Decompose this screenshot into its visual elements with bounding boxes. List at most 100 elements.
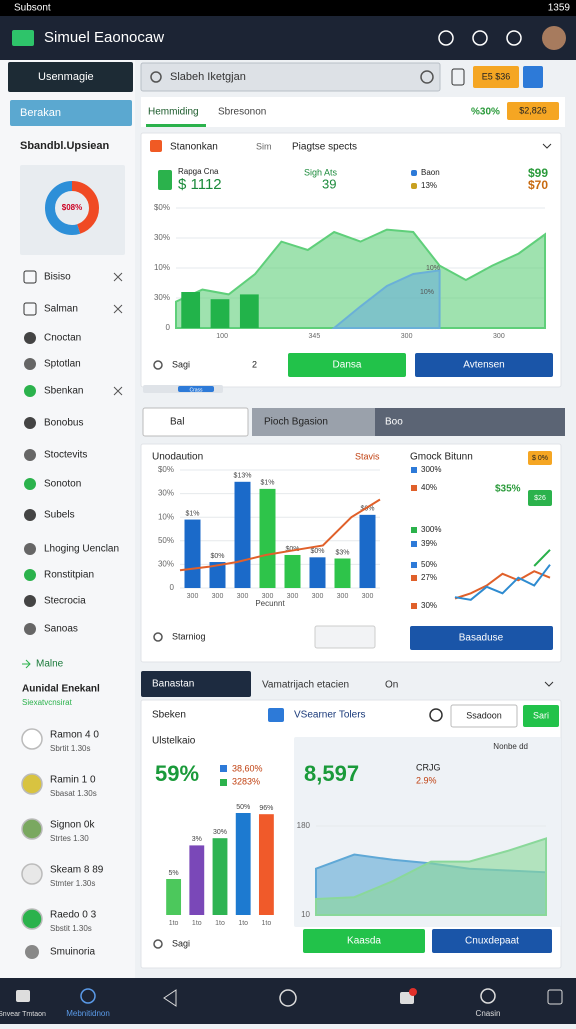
label: Bal <box>170 417 184 428</box>
person-name[interactable]: Skeam 8 89 <box>50 865 104 876</box>
person-name[interactable]: Raedo 0 3 <box>50 910 97 921</box>
x-tick-label: 300 <box>187 593 199 600</box>
nav-item[interactable]: Bonobus <box>44 418 83 429</box>
toolbar-icon[interactable] <box>472 30 488 46</box>
label: Pioch Bgasion <box>264 417 328 428</box>
close-icon[interactable] <box>113 386 123 396</box>
nav-item[interactable]: Salman <box>44 304 78 315</box>
pager[interactable] <box>314 625 376 649</box>
badge-button[interactable] <box>473 66 519 88</box>
x-tick-label: 300 <box>362 593 374 600</box>
data-label: 50% <box>236 804 250 811</box>
nav-item[interactable]: Sonoton <box>44 479 81 490</box>
donut-card <box>20 165 125 255</box>
avatar[interactable] <box>542 26 566 50</box>
y-tick-label: 30% <box>154 233 170 242</box>
person-avatar <box>21 773 43 795</box>
nav-item[interactable]: Sptotlan <box>44 359 81 370</box>
y-tick-label: $0% <box>154 203 170 212</box>
person-name[interactable]: Signon 0k <box>50 820 95 831</box>
nav-item[interactable]: Subels <box>44 510 75 521</box>
nav-item[interactable]: Sbenkan <box>44 386 83 397</box>
nav-item[interactable]: Sanoas <box>44 624 78 635</box>
nav-home[interactable] <box>279 989 297 1007</box>
filter-button[interactable] <box>523 66 543 88</box>
x-tick-label: 300 <box>401 333 413 340</box>
label: Rapga Cna <box>178 167 219 176</box>
close-icon[interactable] <box>113 304 123 314</box>
label: $08% <box>62 203 82 212</box>
label: 50% <box>421 560 437 569</box>
link[interactable]: VSearner Tolers <box>294 710 366 721</box>
nav-item[interactable]: Lhoging Uenclan <box>44 544 119 555</box>
label: 13% <box>421 181 437 190</box>
label: CRJG <box>416 762 441 772</box>
link[interactable]: Stavis <box>355 451 380 461</box>
primary-button[interactable] <box>415 353 553 377</box>
x-tick-label: 1to <box>238 920 248 927</box>
tab[interactable] <box>141 671 251 697</box>
toolbar-icon[interactable] <box>438 30 454 46</box>
nav-icon[interactable] <box>480 988 496 1004</box>
nav-item[interactable]: Bisiso <box>44 272 71 283</box>
bar <box>212 838 228 915</box>
person-name[interactable]: Ramin 1 0 <box>50 775 96 786</box>
menu-icon[interactable] <box>12 30 34 46</box>
data-label: $13% <box>234 473 252 480</box>
tab[interactable]: Hemmiding <box>148 107 199 118</box>
slider-thumb <box>178 386 214 392</box>
item-icon <box>24 385 36 397</box>
area <box>175 228 546 329</box>
nav-back[interactable] <box>163 989 177 1007</box>
bar <box>184 519 201 588</box>
label: Crass <box>189 387 203 393</box>
person-name[interactable]: Ramon 4 0 <box>50 730 99 741</box>
toolbar-icon[interactable] <box>506 30 522 46</box>
tab[interactable] <box>375 408 565 436</box>
tab[interactable] <box>252 408 375 436</box>
search-icon <box>150 71 162 83</box>
item-icon <box>24 332 36 344</box>
label: Stmter 1.30s <box>50 879 95 888</box>
nav-item[interactable]: Ronstitpian <box>44 570 94 581</box>
label: On <box>385 680 398 691</box>
nav-item[interactable]: Stecrocia <box>44 596 86 607</box>
primary-button[interactable] <box>303 929 425 953</box>
line <box>454 570 551 600</box>
person-avatar <box>21 818 43 840</box>
search-box[interactable] <box>140 62 441 92</box>
chevron[interactable] <box>544 681 554 687</box>
label: Sbandbl.Upsiean <box>20 140 110 152</box>
nav-item[interactable]: Smuinoria <box>50 947 95 958</box>
label: Stanonkan <box>170 142 218 153</box>
label: Siexatvcnsirat <box>22 698 73 707</box>
outline-button[interactable] <box>450 704 518 728</box>
tab-indicator <box>146 124 206 127</box>
legend-swatch <box>411 183 417 189</box>
primary-button[interactable] <box>523 705 559 727</box>
nav-item[interactable]: Malne <box>36 659 64 670</box>
chevron[interactable] <box>542 143 552 149</box>
sidebar-section[interactable] <box>10 100 132 126</box>
data-label: $0% <box>285 546 299 553</box>
nav-icon[interactable] <box>16 990 30 1002</box>
primary-button[interactable] <box>288 353 406 377</box>
label: 300% <box>421 465 441 474</box>
data-label: $1% <box>185 510 199 517</box>
nav-icon[interactable] <box>80 988 96 1004</box>
nav-icon[interactable] <box>547 989 563 1005</box>
primary-button[interactable] <box>432 929 552 953</box>
tab-bar <box>141 97 565 127</box>
select[interactable] <box>142 407 249 437</box>
label: Strtes 1.30 <box>50 834 89 843</box>
nav-item[interactable]: Cnoctan <box>44 333 81 344</box>
y-tick-label: 0 <box>170 583 175 592</box>
close-icon[interactable] <box>113 272 123 282</box>
tab[interactable]: Sbresonon <box>218 107 266 118</box>
sidebar-search[interactable] <box>8 62 133 92</box>
label: Avtensen <box>463 360 505 371</box>
label: $70 <box>528 178 548 192</box>
nav-item[interactable]: Stoctevits <box>44 450 87 461</box>
primary-button[interactable] <box>410 626 553 650</box>
